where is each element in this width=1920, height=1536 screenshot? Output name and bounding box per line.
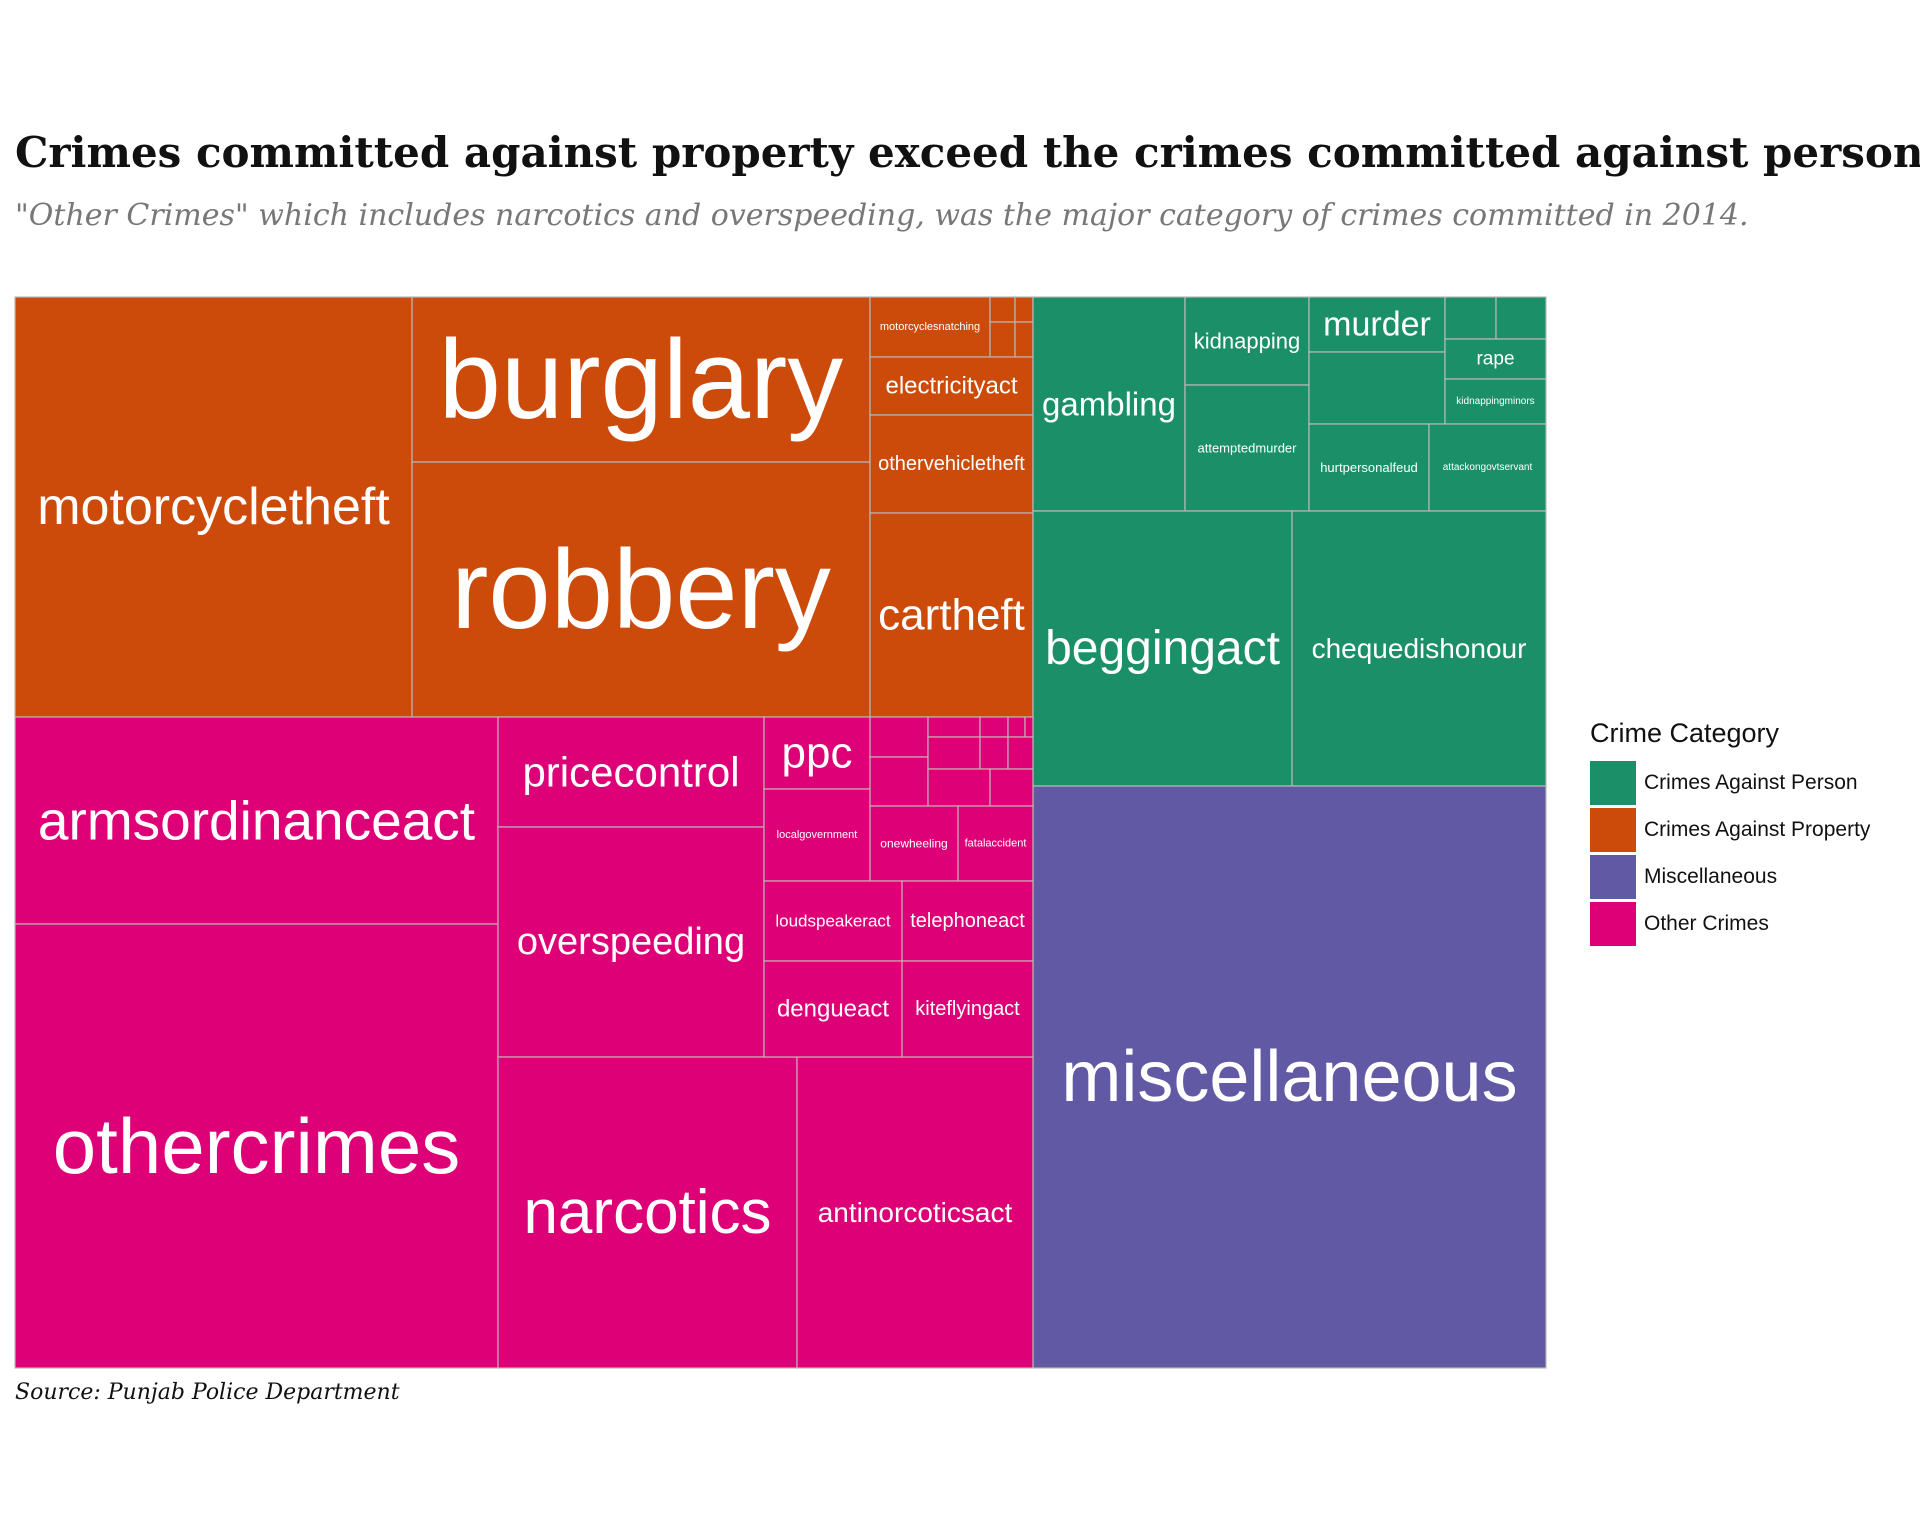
tile-label-kidnappingminors: kidnappingminors bbox=[1456, 396, 1534, 407]
tile-unlabeled-4 bbox=[989, 296, 1016, 323]
tile-motorcycletheft bbox=[14, 296, 413, 718]
tile-miscellaneous bbox=[1032, 785, 1547, 1369]
legend-item-miscellaneous: Miscellaneous bbox=[1590, 853, 1870, 900]
tile-label-antinorcoticsact: antinorcoticsact bbox=[818, 1197, 1013, 1228]
tile-dengueact bbox=[763, 960, 903, 1058]
tile-unlabeled-38 bbox=[869, 756, 929, 807]
tile-label-rape: rape bbox=[1476, 349, 1514, 370]
tile-kiteflyingact bbox=[901, 960, 1034, 1058]
tile-attemptedmurder bbox=[1184, 384, 1310, 512]
tile-ppc bbox=[763, 716, 871, 790]
legend-label-other: Other Crimes bbox=[1644, 911, 1769, 935]
tile-rape bbox=[1444, 338, 1547, 380]
chart-subtitle: "Other Crimes" which includes narcotics … bbox=[15, 198, 1749, 233]
tile-label-hurtpersonalfeud: hurtpersonalfeud bbox=[1320, 460, 1418, 475]
tile-unlabeled-35 bbox=[979, 716, 1009, 738]
tile-unlabeled-42 bbox=[927, 768, 991, 807]
tile-label-othervehicletheft: othervehicletheft bbox=[878, 453, 1025, 475]
tile-chequedishonour bbox=[1291, 510, 1547, 787]
tile-label-chequedishonour: chequedishonour bbox=[1312, 633, 1527, 664]
tile-unlabeled-33 bbox=[869, 716, 929, 758]
tile-gambling bbox=[1032, 296, 1186, 512]
tile-robbery bbox=[411, 461, 871, 718]
legend-label-miscellaneous: Miscellaneous bbox=[1644, 864, 1778, 888]
tile-pricecontrol bbox=[497, 716, 765, 828]
source-caption: Source: Punjab Police Department bbox=[15, 1380, 400, 1405]
tile-unlabeled-37 bbox=[1024, 716, 1034, 738]
tile-label-narcotics: narcotics bbox=[523, 1178, 771, 1247]
legend-item-person: Crimes Against Person bbox=[1590, 759, 1870, 806]
tile-label-fatalaccident: fatalaccident bbox=[965, 838, 1027, 850]
tile-label-overspeeding: overspeeding bbox=[517, 921, 745, 963]
tile-armsordinanceact bbox=[14, 716, 499, 925]
tile-label-loudspeakeract: loudspeakeract bbox=[775, 912, 891, 931]
tile-beggingact bbox=[1032, 510, 1293, 787]
tile-kidnapping bbox=[1184, 296, 1310, 386]
chart-title: Crimes committed against property exceed… bbox=[15, 128, 1920, 177]
tile-unlabeled-16 bbox=[1444, 296, 1497, 340]
legend-label-person: Crimes Against Person bbox=[1644, 770, 1858, 794]
tile-motorcyclesnatching bbox=[869, 296, 991, 358]
tile-label-cartheft: cartheft bbox=[878, 591, 1025, 640]
tile-label-dengueact: dengueact bbox=[777, 996, 889, 1023]
tile-label-attackongovtservant: attackongovtservant bbox=[1443, 462, 1533, 473]
tile-unlabeled-41 bbox=[1007, 736, 1034, 770]
tile-unlabeled-15 bbox=[1308, 351, 1446, 425]
tile-label-attemptedmurder: attemptedmurder bbox=[1198, 441, 1298, 456]
tile-label-motorcyclesnatching: motorcyclesnatching bbox=[880, 321, 980, 333]
tile-antinorcoticsact bbox=[796, 1056, 1034, 1369]
legend-title: Crime Category bbox=[1590, 718, 1780, 748]
tile-unlabeled-7 bbox=[1014, 321, 1034, 358]
legend-swatch-other bbox=[1590, 901, 1636, 946]
tile-label-beggingact: beggingact bbox=[1045, 622, 1280, 675]
legend-swatch-person bbox=[1590, 760, 1636, 805]
legend-label-property: Crimes Against Property bbox=[1644, 817, 1871, 841]
tile-electricityact bbox=[869, 356, 1034, 416]
tile-label-gambling: gambling bbox=[1042, 386, 1176, 423]
legend-swatch-miscellaneous bbox=[1590, 854, 1636, 899]
tile-label-onewheeling: onewheeling bbox=[880, 837, 947, 851]
legend-item-other: Other Crimes bbox=[1590, 900, 1870, 947]
tile-label-localgovernment: localgovernment bbox=[777, 829, 858, 841]
tile-unlabeled-6 bbox=[989, 321, 1016, 358]
tile-label-ppc: ppc bbox=[782, 729, 853, 778]
tile-label-pricecontrol: pricecontrol bbox=[522, 749, 739, 796]
tile-unlabeled-5 bbox=[1014, 296, 1034, 323]
tile-cartheft bbox=[869, 512, 1034, 718]
tile-attackongovtservant bbox=[1428, 423, 1547, 512]
tile-overspeeding bbox=[497, 826, 765, 1058]
tile-label-electricityact: electricityact bbox=[885, 373, 1017, 400]
tile-label-miscellaneous: miscellaneous bbox=[1061, 1037, 1517, 1117]
tile-label-burglary: burglary bbox=[439, 317, 844, 442]
legend-item-property: Crimes Against Property bbox=[1590, 806, 1870, 853]
tile-unlabeled-43 bbox=[989, 768, 1034, 807]
tile-unlabeled-36 bbox=[1007, 716, 1026, 738]
tile-label-murder: murder bbox=[1323, 306, 1431, 344]
tile-unlabeled-34 bbox=[927, 716, 981, 738]
tile-unlabeled-39 bbox=[927, 736, 981, 770]
tile-label-armsordinanceact: armsordinanceact bbox=[38, 790, 475, 852]
tile-label-othercrimes: othercrimes bbox=[53, 1102, 460, 1190]
tile-label-telephoneact: telephoneact bbox=[910, 910, 1025, 932]
tile-unlabeled-40 bbox=[979, 736, 1009, 770]
legend-swatch-property bbox=[1590, 807, 1636, 852]
legend: Crime Category Crimes Against Person Cri… bbox=[1590, 718, 1870, 947]
tile-label-robbery: robbery bbox=[451, 527, 831, 652]
tile-label-kidnapping: kidnapping bbox=[1194, 329, 1300, 354]
tile-label-motorcycletheft: motorcycletheft bbox=[37, 478, 390, 536]
tile-othervehicletheft bbox=[869, 414, 1034, 514]
tile-kidnappingminors bbox=[1444, 378, 1547, 425]
tile-label-kiteflyingact: kiteflyingact bbox=[915, 998, 1020, 1020]
tile-unlabeled-17 bbox=[1495, 296, 1547, 340]
